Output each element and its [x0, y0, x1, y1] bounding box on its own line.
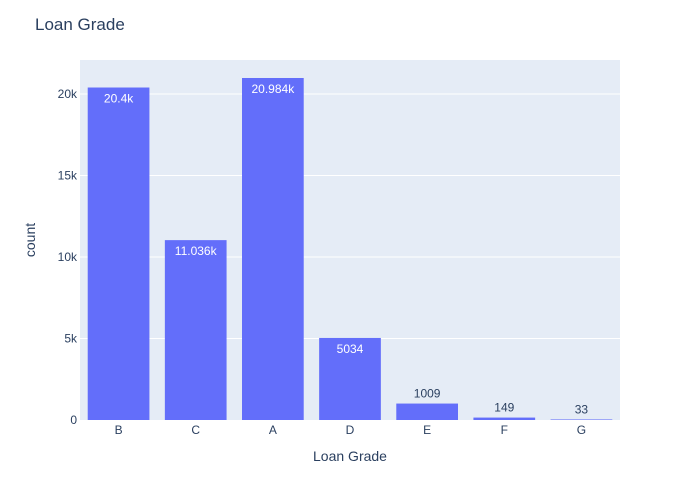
x-tick-label: E — [423, 423, 431, 437]
y-tick-label: 20k — [58, 87, 78, 101]
y-axis-ticks: 0 5k 10k 15k 20k — [58, 87, 78, 427]
bars — [87, 77, 613, 421]
data-label-a: 20.984k — [252, 82, 296, 96]
y-tick-label: 0 — [70, 413, 77, 427]
y-tick-label: 15k — [58, 169, 78, 183]
x-tick-label: A — [269, 423, 277, 437]
bar-b — [87, 87, 150, 420]
x-tick-label: F — [501, 423, 508, 437]
bar-d — [319, 337, 381, 420]
y-tick-label: 5k — [64, 332, 78, 346]
data-label-f: 149 — [494, 401, 514, 415]
data-label-c: 11.036k — [175, 244, 218, 258]
x-tick-label: G — [577, 423, 586, 437]
bar-g — [550, 419, 613, 420]
bar-a — [242, 77, 304, 421]
chart-title: Loan Grade — [35, 15, 125, 34]
bar-e — [396, 403, 458, 420]
data-label-b: 20.4k — [104, 92, 134, 106]
bar-c — [164, 240, 227, 420]
data-label-g: 33 — [575, 402, 589, 416]
data-label-d: 5034 — [337, 342, 364, 356]
x-axis-title: Loan Grade — [313, 448, 387, 464]
y-tick-label: 10k — [58, 250, 78, 264]
data-label-e: 1009 — [414, 387, 441, 401]
x-tick-label: D — [346, 423, 355, 437]
data-labels: 20.4k 11.036k 20.984k 5034 1009 149 33 — [104, 82, 589, 416]
bar-f — [473, 417, 536, 420]
x-tick-label: C — [191, 423, 200, 437]
y-axis-title: count — [22, 223, 38, 257]
x-tick-label: B — [115, 423, 123, 437]
